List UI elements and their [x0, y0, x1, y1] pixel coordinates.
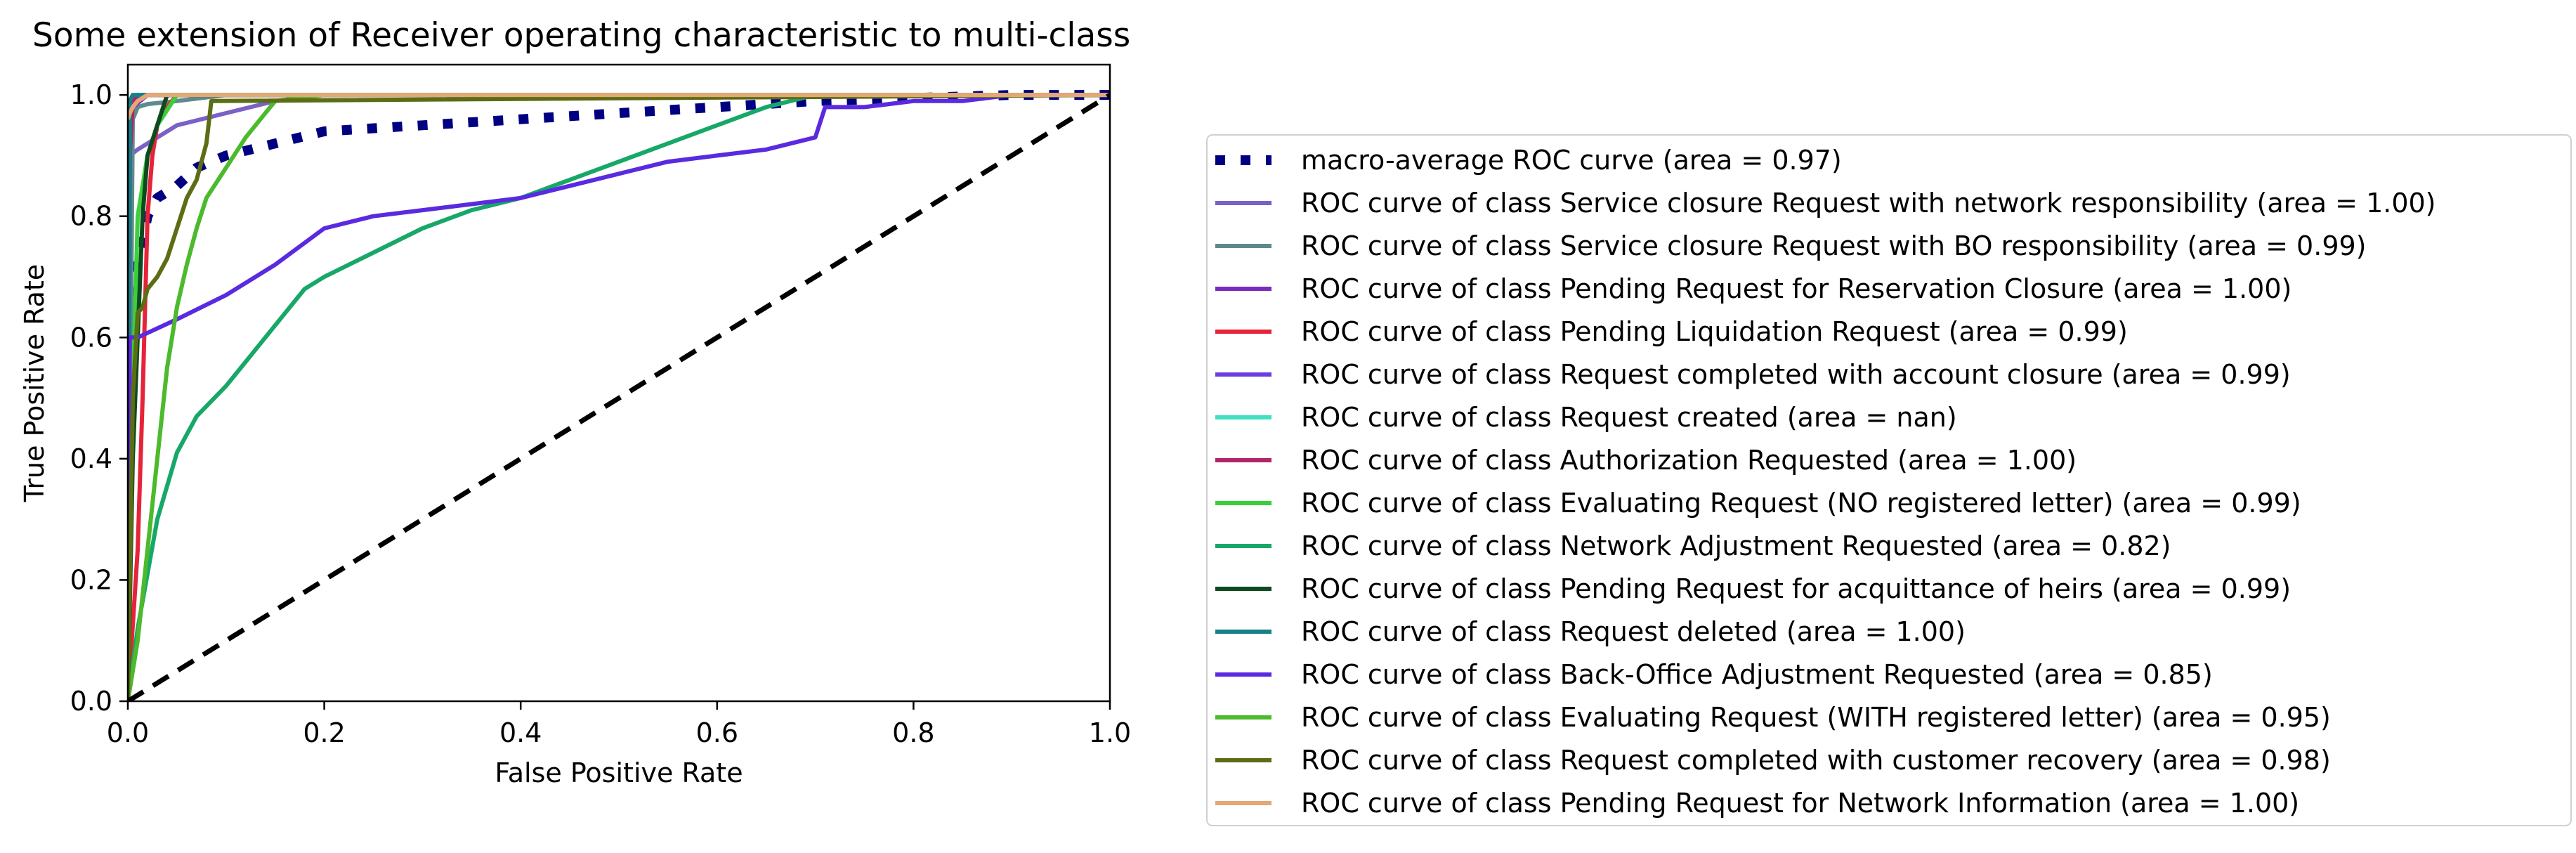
y-axis-ticks: 0.0 0.2 0.4 0.6 0.8 1.0 — [70, 79, 128, 717]
y-tick-label: 1.0 — [70, 79, 112, 110]
x-tick-label: 0.4 — [499, 717, 542, 748]
roc-series-line — [128, 93, 1110, 701]
legend-label: ROC curve of class Request completed wit… — [1301, 745, 2331, 776]
x-tick-label: 0.0 — [107, 717, 149, 748]
legend-label: ROC curve of class Pending Liquidation R… — [1301, 316, 2128, 347]
roc-series-line — [128, 93, 1110, 701]
x-tick-label: 1.0 — [1089, 717, 1131, 748]
legend-label: ROC curve of class Authorization Request… — [1301, 445, 2077, 476]
legend-label: ROC curve of class Network Adjustment Re… — [1301, 530, 2171, 561]
chance-line — [128, 93, 1110, 701]
x-tick-label: 0.6 — [696, 717, 738, 748]
y-tick-label: 0.2 — [70, 564, 112, 595]
legend-label: macro-average ROC curve (area = 0.97) — [1301, 145, 1842, 176]
roc-series-line — [128, 93, 1110, 701]
legend-label: ROC curve of class Evaluating Request (N… — [1301, 488, 2301, 519]
legend-label: ROC curve of class Pending Request for N… — [1301, 788, 2299, 819]
chart-title: Some extension of Receiver operating cha… — [32, 16, 1130, 55]
y-tick-label: 0.0 — [70, 686, 112, 717]
x-axis-ticks: 0.0 0.2 0.4 0.6 0.8 1.0 — [107, 701, 1131, 748]
legend-label: ROC curve of class Service closure Reque… — [1301, 188, 2436, 219]
legend-frame — [1206, 134, 2572, 826]
roc-series-line — [128, 90, 1110, 398]
x-axis-label: False Positive Rate — [495, 757, 743, 788]
legend-label: ROC curve of class Back-Office Adjustmen… — [1301, 659, 2213, 690]
legend-label: ROC curve of class Pending Request for R… — [1301, 273, 2291, 304]
legend-items: macro-average ROC curve (area = 0.97) ROC… — [1215, 145, 2436, 819]
legend-label: ROC curve of class Pending Request for a… — [1301, 573, 2291, 604]
legend: macro-average ROC curve (area = 0.97) ROC… — [1206, 134, 2572, 826]
roc-series-line — [128, 93, 1110, 120]
y-tick-label: 0.8 — [70, 201, 112, 232]
y-tick-label: 0.6 — [70, 322, 112, 353]
curves — [128, 90, 1110, 701]
plot-frame — [126, 63, 1111, 703]
legend-label: ROC curve of class Request created (area… — [1301, 402, 1957, 433]
plot-area: 0.0 0.2 0.4 0.6 0.8 1.0 0.0 0.2 0.4 0.6 0.8 1.0 — [70, 63, 1131, 748]
y-tick-label: 0.4 — [70, 443, 112, 474]
legend-label: ROC curve of class Request deleted (area… — [1301, 616, 1966, 647]
x-tick-label: 0.2 — [303, 717, 345, 748]
legend-label: ROC curve of class Request completed wit… — [1301, 359, 2291, 390]
legend-label: ROC curve of class Service closure Reque… — [1301, 230, 2367, 261]
x-tick-label: 0.8 — [892, 717, 934, 748]
y-axis-label: True Positive Rate — [19, 264, 50, 503]
legend-label: ROC curve of class Evaluating Request (W… — [1301, 702, 2331, 733]
roc-series-line — [128, 93, 1110, 701]
